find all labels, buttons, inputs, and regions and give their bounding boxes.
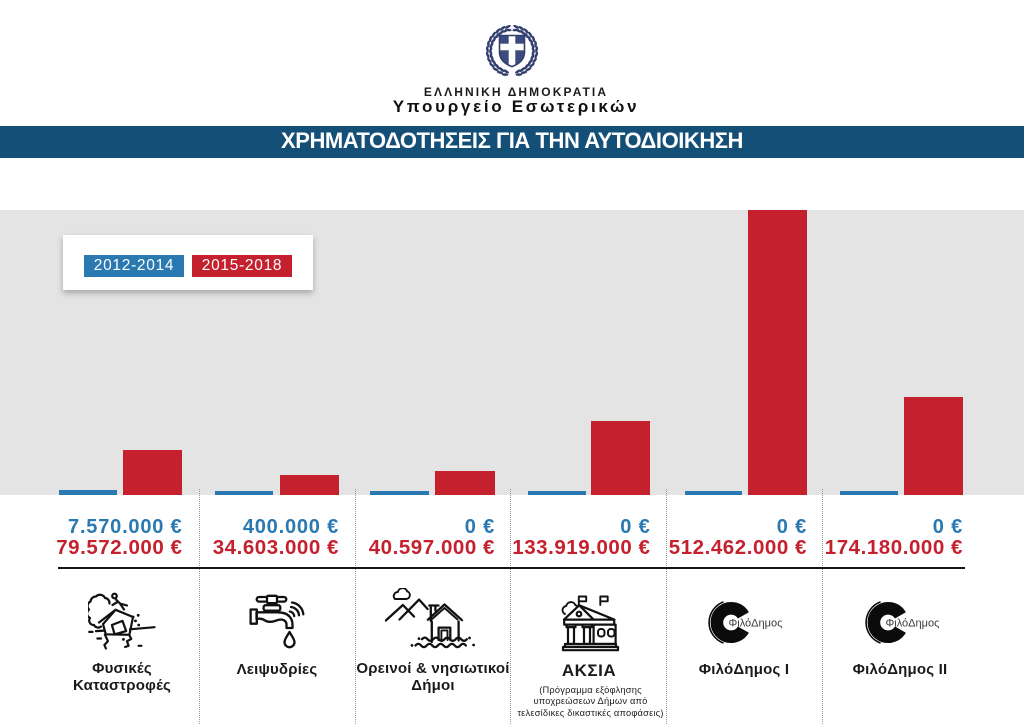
svg-text:ΦιλόΔημος: ΦιλόΔημος	[886, 618, 940, 630]
svg-text:ΦιλόΔημος: ΦιλόΔημος	[729, 618, 783, 630]
